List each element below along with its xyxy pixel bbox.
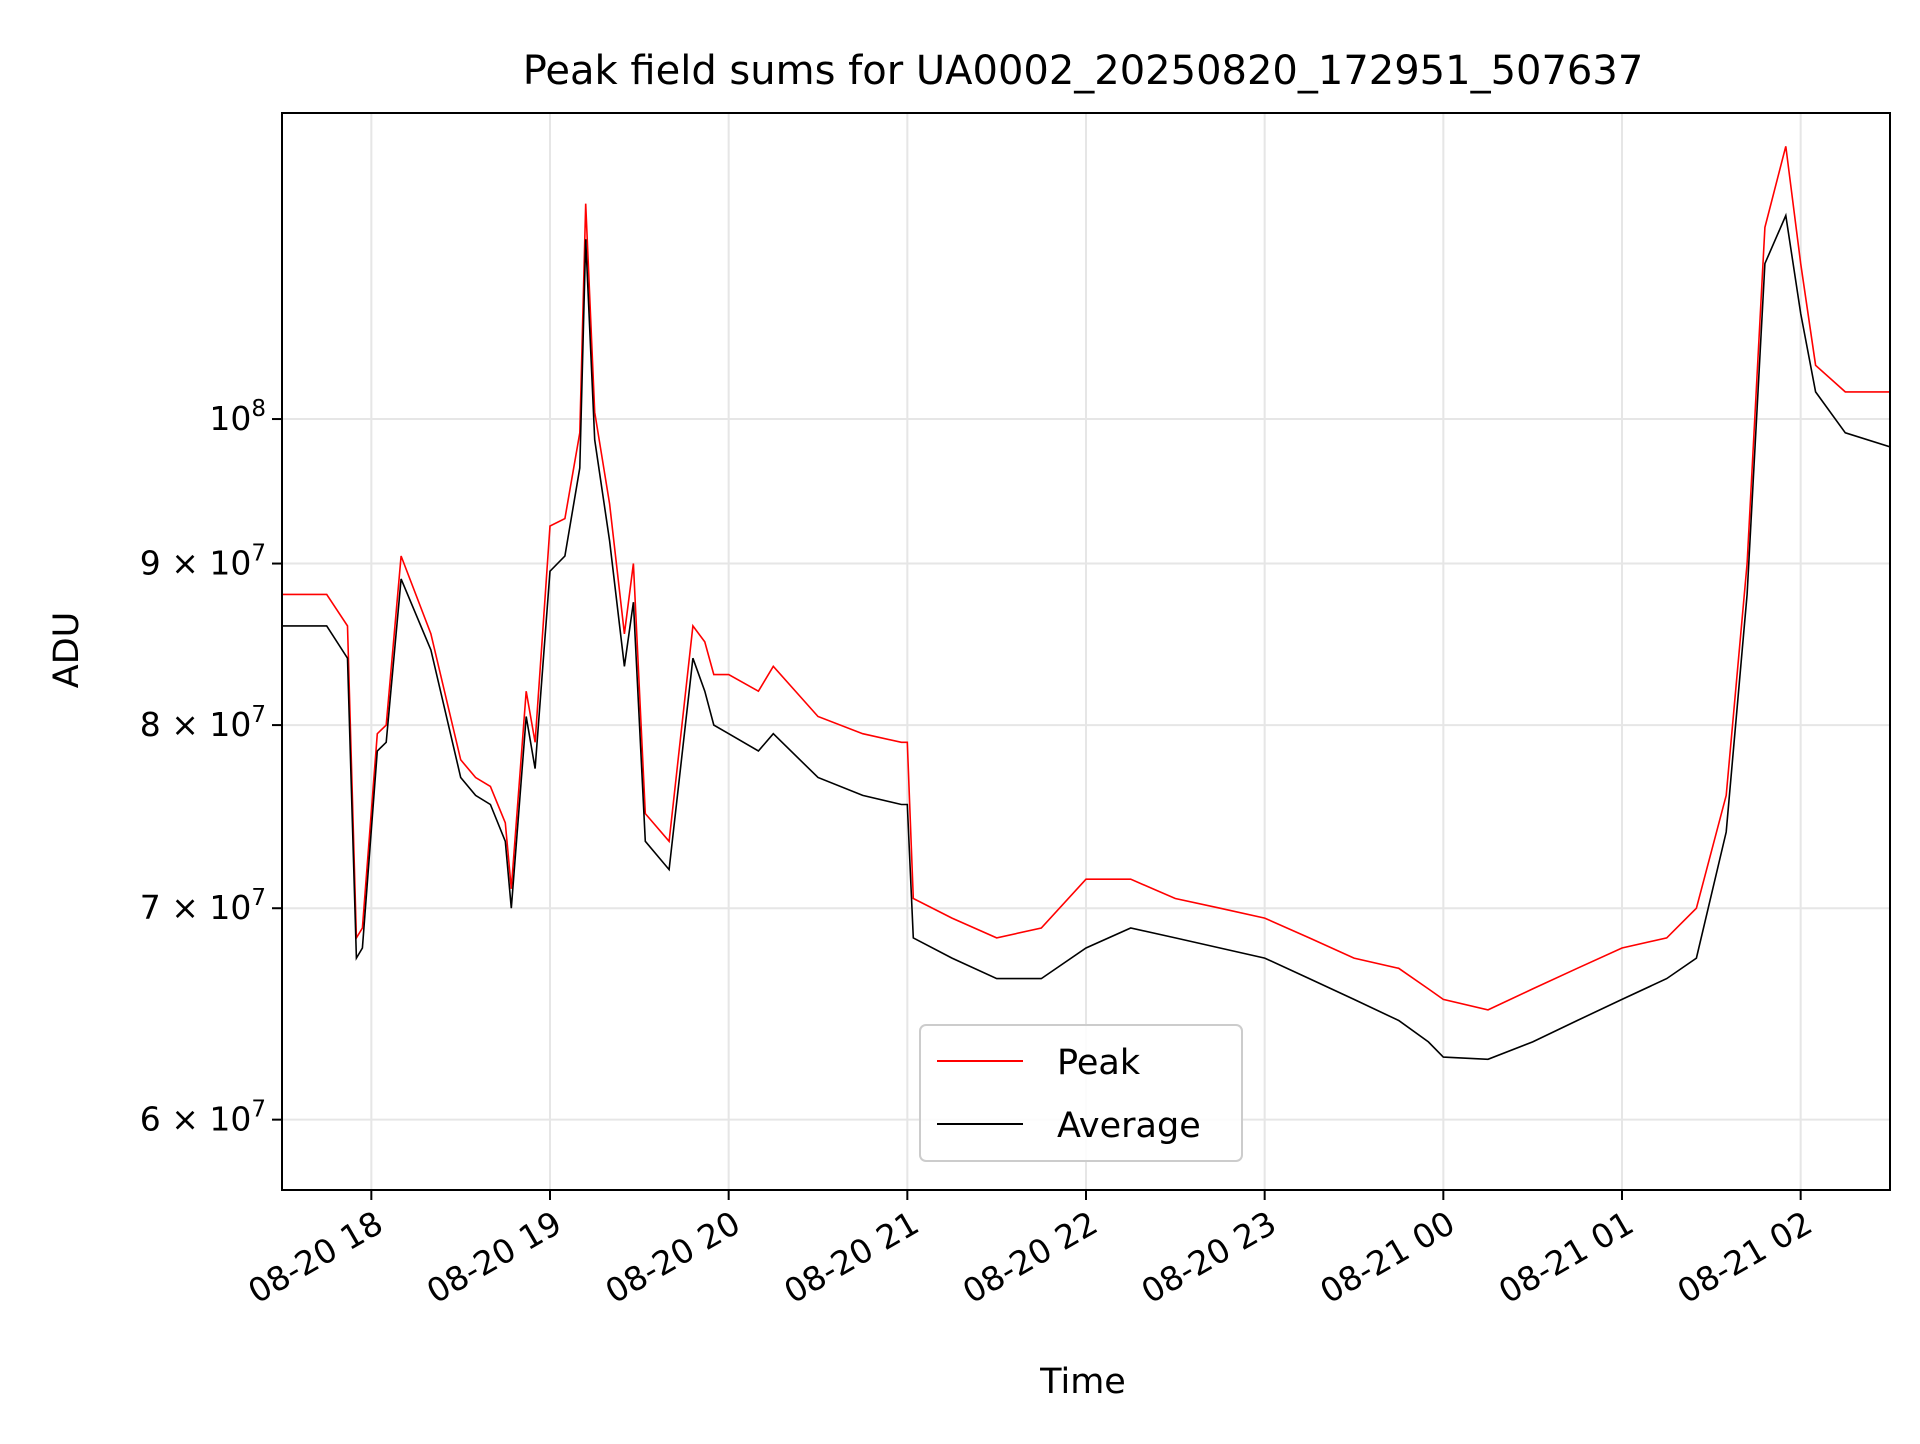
y-tick-label: 7 × 107	[140, 885, 266, 927]
y-axis-label: ADU	[47, 612, 87, 689]
legend-box	[919, 1024, 1243, 1162]
plot-area	[282, 146, 1890, 1061]
legend-label-peak: Peak	[1057, 1043, 1141, 1083]
legend-label-average: Average	[1057, 1106, 1201, 1146]
y-tick-label: 6 × 107	[140, 1097, 266, 1139]
x-axis-label: Time	[1039, 1362, 1126, 1402]
series-line-average	[282, 212, 1890, 1061]
y-tick-label: 9 × 107	[140, 541, 266, 583]
y-tick-label: 108	[209, 396, 266, 438]
y-tick-label: 8 × 107	[140, 702, 266, 744]
chart-title: Peak field sums for UA0002_20250820_1729…	[523, 48, 1644, 94]
y-axis-ticks: 6 × 107 7 × 107 8 × 107 9 × 107 108	[140, 396, 282, 1139]
legend: Peak Average	[919, 1024, 1243, 1162]
series-line-peak	[282, 146, 1890, 1011]
